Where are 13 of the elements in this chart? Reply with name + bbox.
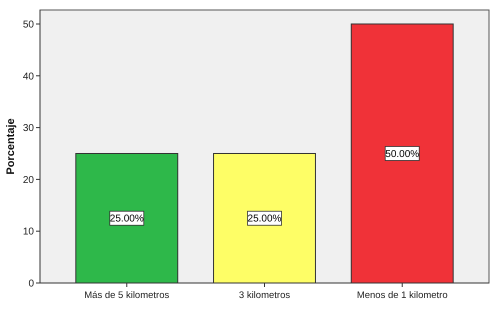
y-tick-label: 50 — [22, 19, 34, 30]
data-label: 25.00% — [110, 214, 144, 225]
y-axis-title: Porcentaje — [5, 118, 17, 175]
data-label: 50.00% — [385, 148, 420, 160]
y-tick-label: 20 — [22, 174, 34, 186]
x-tick-label: Menos de 1 kilometro — [356, 290, 448, 301]
y-tick-label: 0 — [28, 278, 34, 290]
y-tick-label: 40 — [22, 71, 34, 82]
x-tick-label: 3 kilometros — [238, 290, 290, 301]
x-tick-label: Más de 5 kilometros — [84, 290, 170, 301]
y-tick-label: 30 — [22, 123, 34, 134]
data-label: 25.00% — [248, 214, 282, 225]
y-tick-label: 10 — [22, 226, 34, 238]
